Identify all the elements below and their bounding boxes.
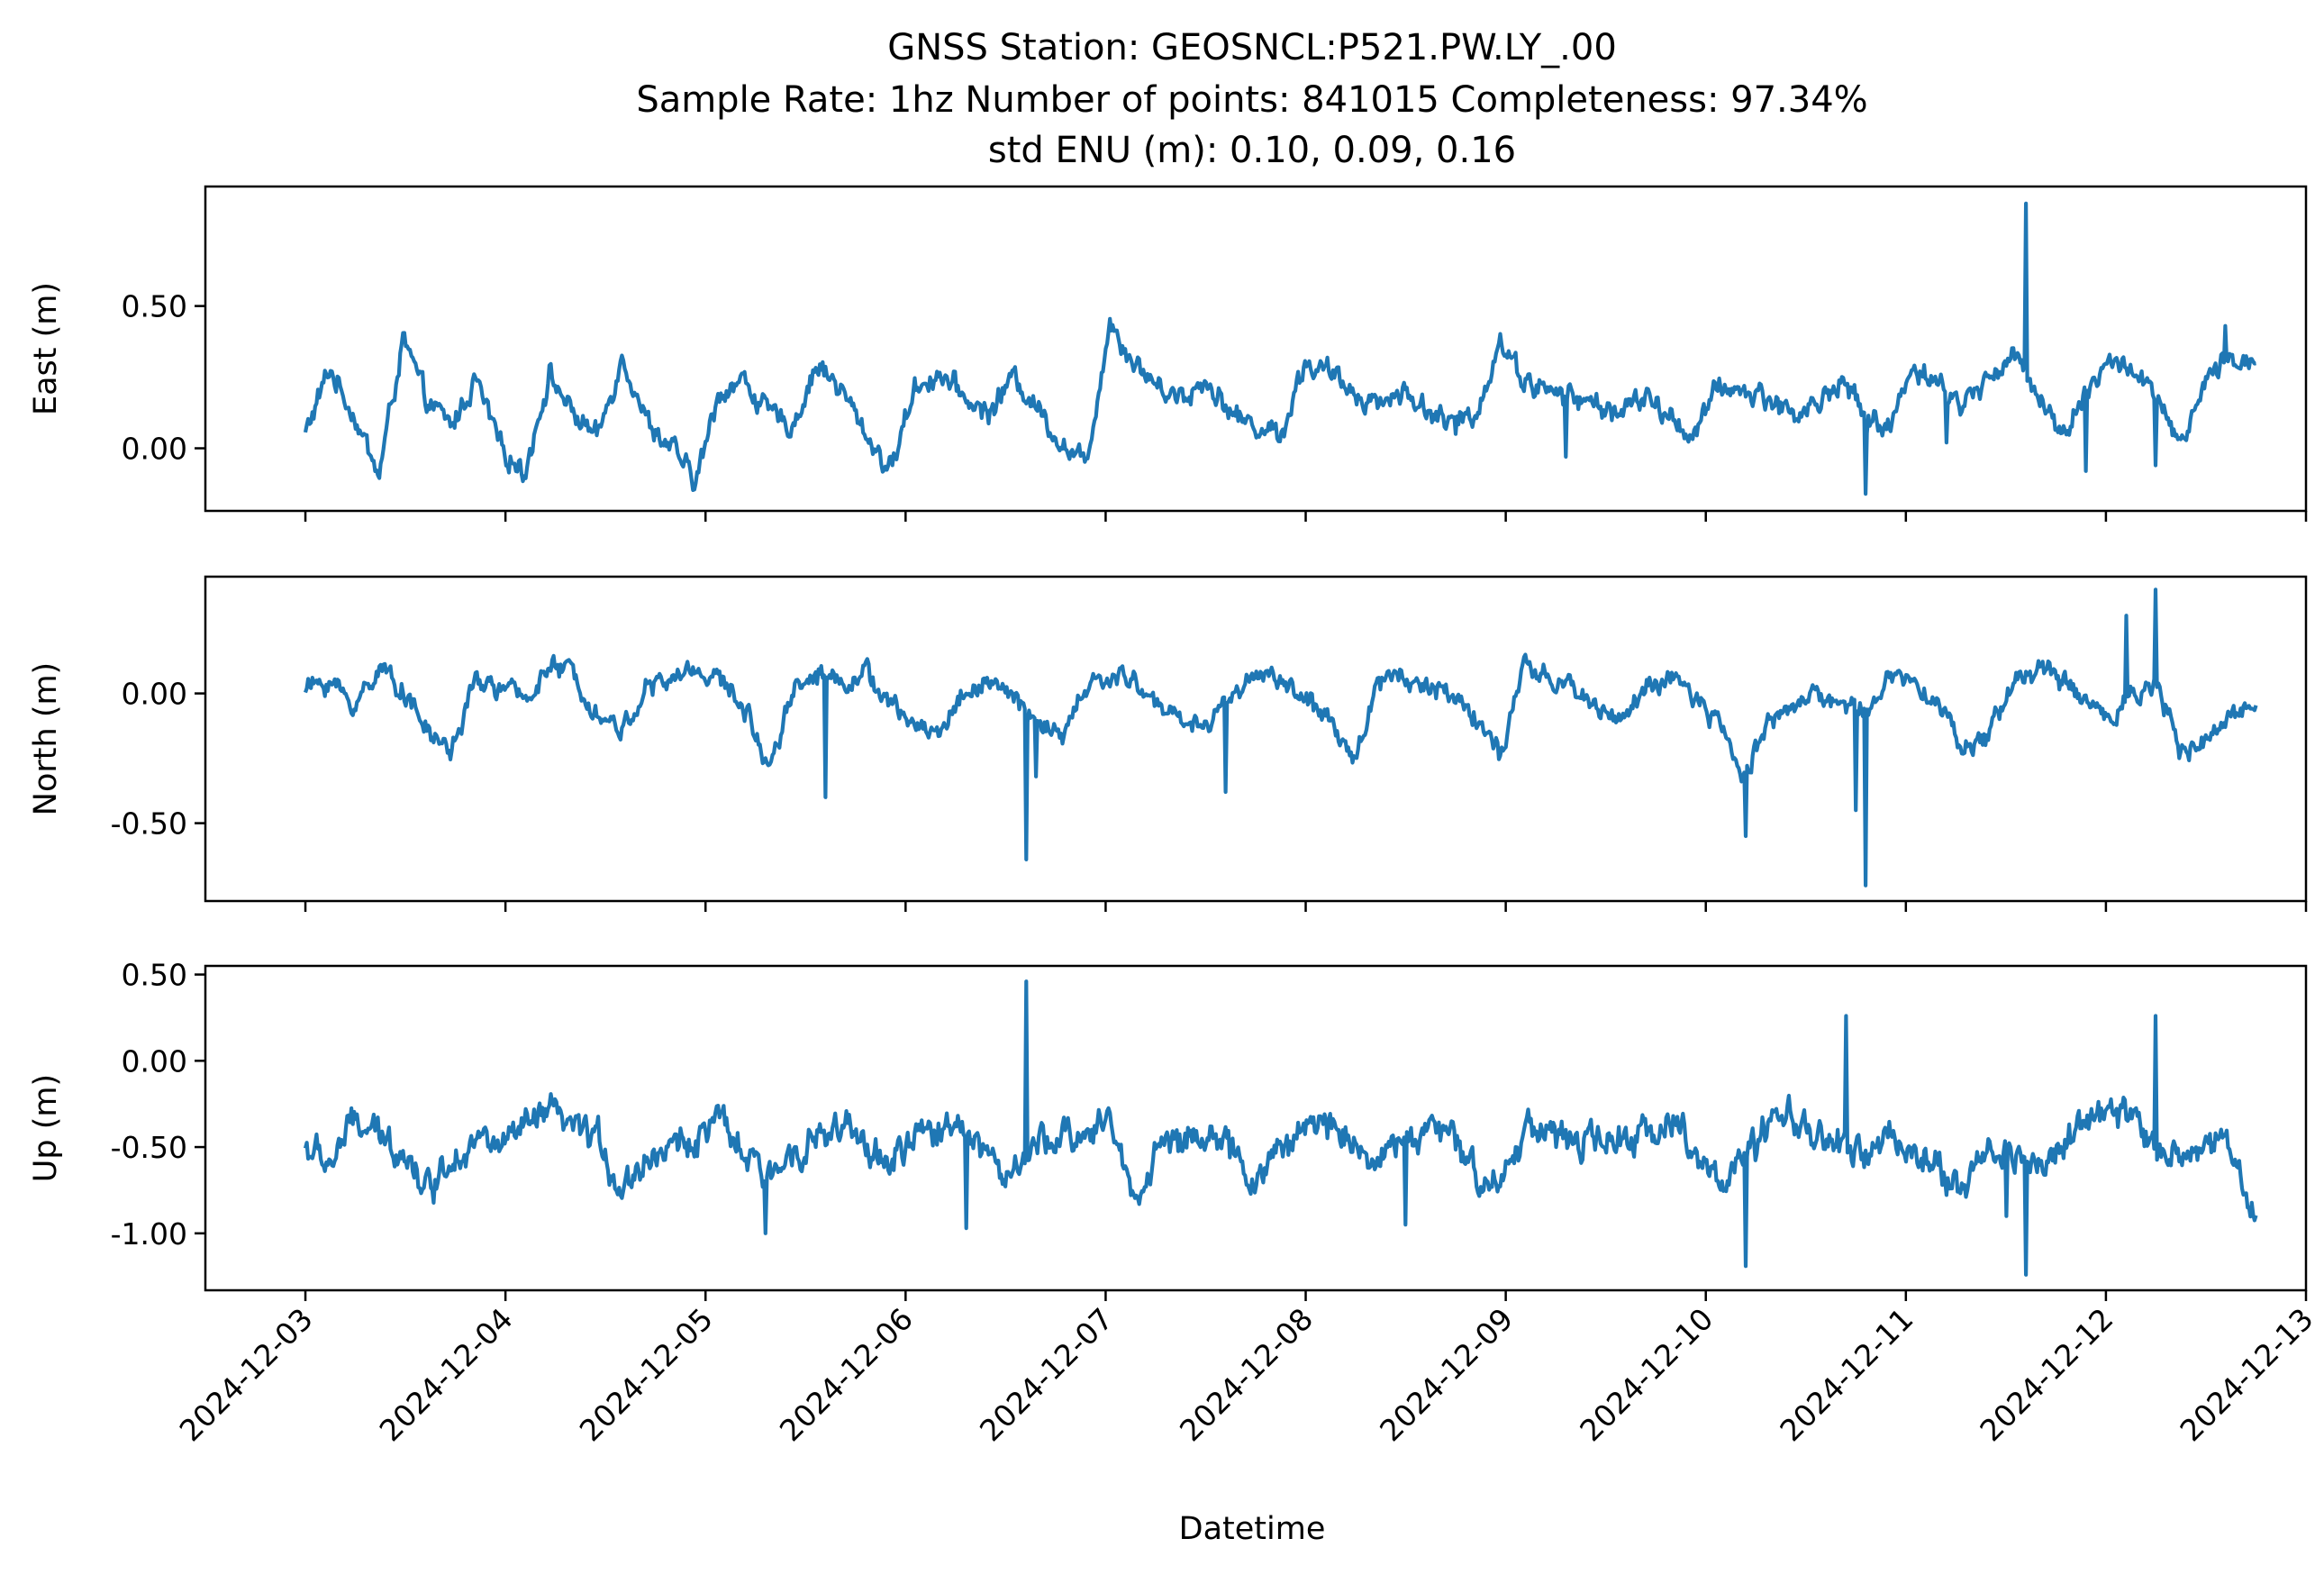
y-tick-label-up: -0.50: [111, 1130, 187, 1165]
y-axis-label-north: North (m): [28, 662, 64, 815]
series-line-east: [303, 201, 2256, 496]
chart-title-line-3: std ENU (m): 0.10, 0.09, 0.16: [988, 130, 1516, 171]
y-tick-label-north: -0.50: [111, 806, 187, 842]
chart-title-line-2: Sample Rate: 1hz Number of points: 84101…: [636, 79, 1867, 121]
y-tick-label-up: -1.00: [111, 1216, 187, 1252]
panel-frame-up: [204, 964, 2308, 1292]
panel-east: 0.00 0.50 East (m): [28, 185, 2308, 522]
x-axis-label: Datetime: [1179, 1511, 1326, 1547]
panel-frame-east: [204, 185, 2308, 513]
series-line-up: [303, 979, 2258, 1277]
y-tick-label-north: 0.00: [122, 677, 187, 712]
chart-title-line-1: GNSS Station: GEOSNCL:P521.PW.LY_.00: [887, 27, 1617, 68]
y-tick-label-east: 0.50: [122, 289, 187, 324]
y-tick-label-up: 0.50: [122, 958, 187, 993]
y-tick-label-east: 0.00: [122, 432, 187, 467]
series-line-north: [304, 587, 2258, 888]
panel-frame-north: [204, 575, 2308, 903]
y-tick-label-up: 0.00: [122, 1043, 187, 1079]
y-axis-label-up: Up (m): [28, 1074, 64, 1182]
panel-north: 0.00 -0.50 North (m): [28, 575, 2308, 912]
y-axis-label-east: East (m): [28, 282, 64, 415]
